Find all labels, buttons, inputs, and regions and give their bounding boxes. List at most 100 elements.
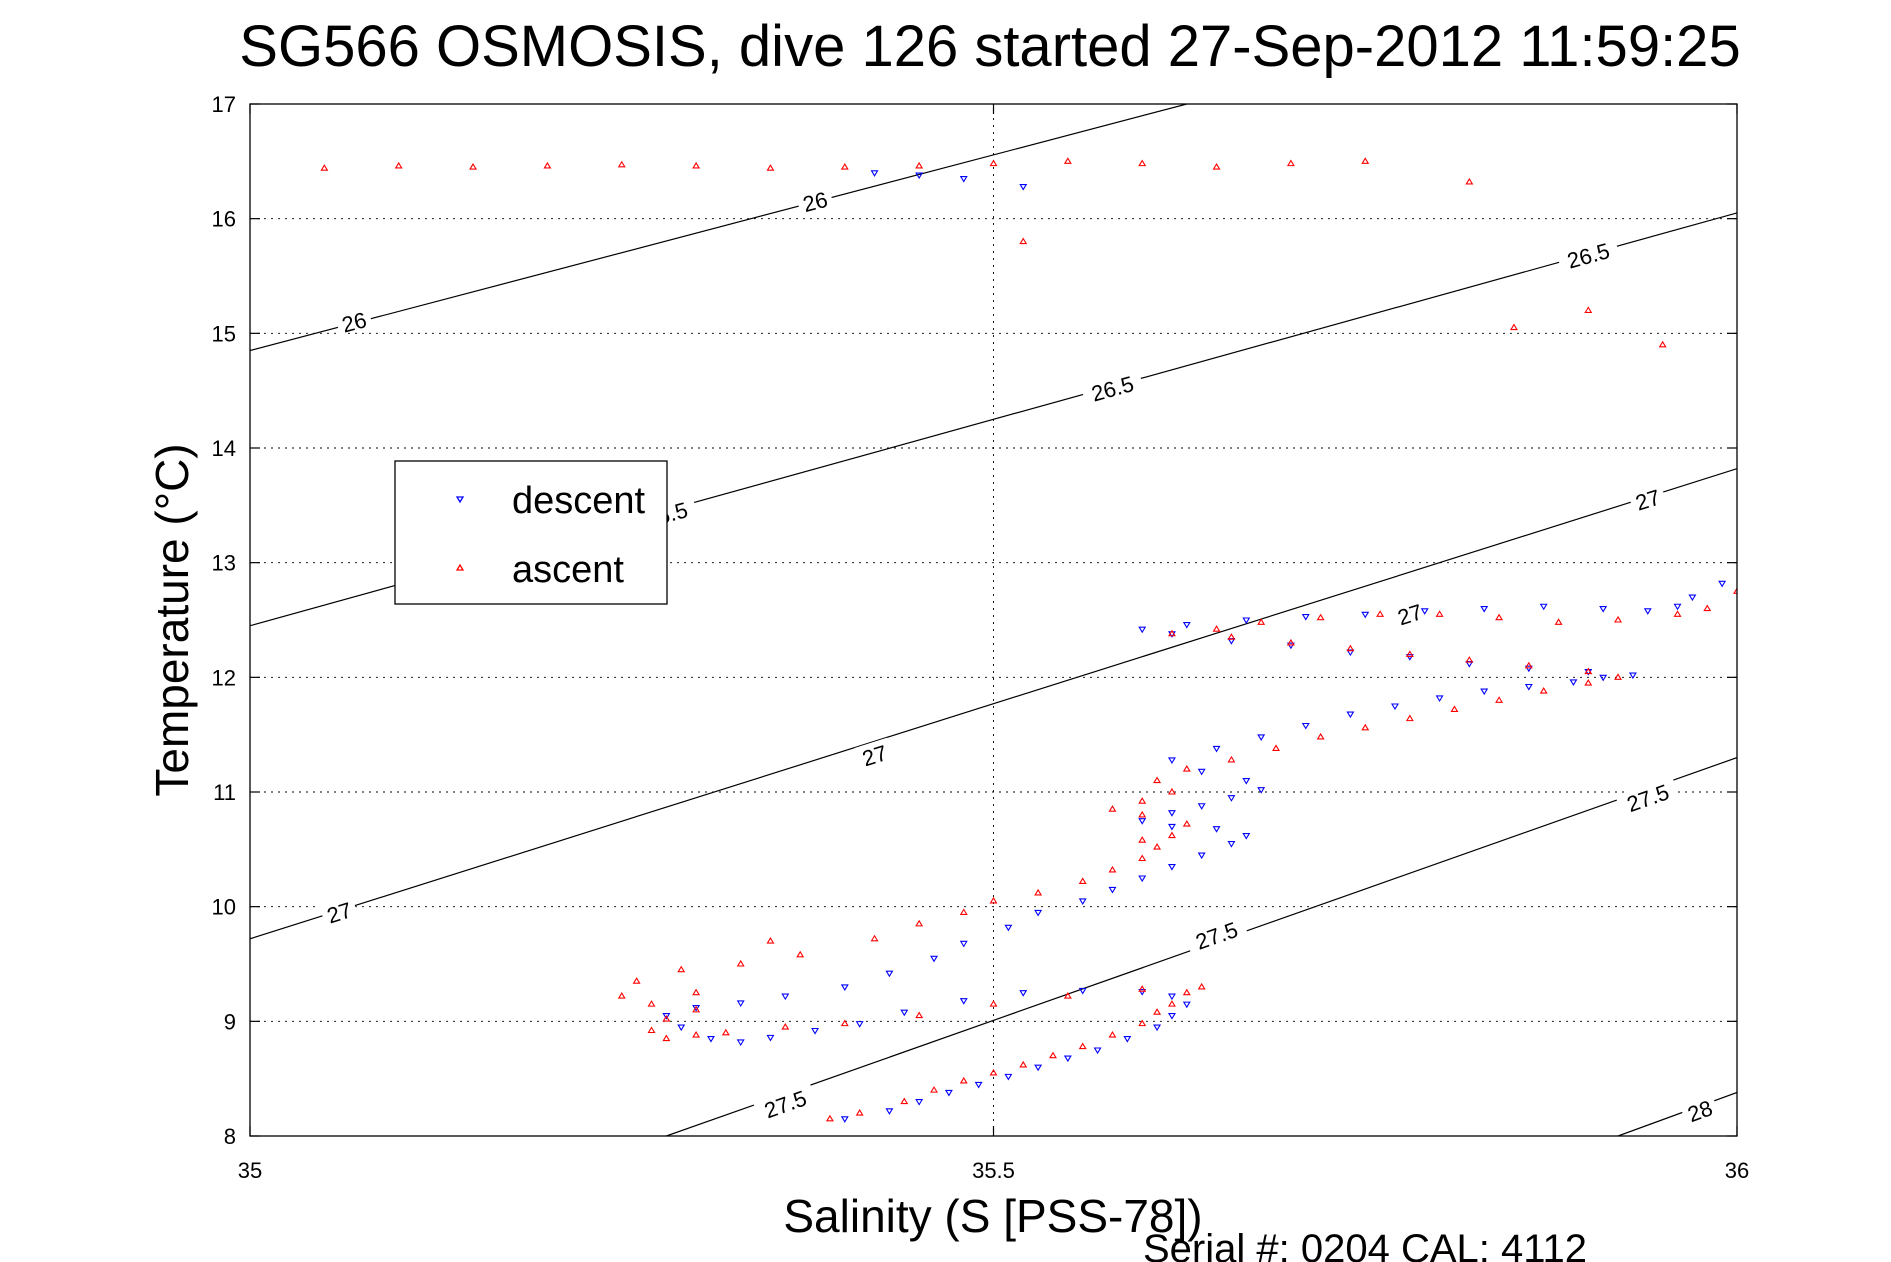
- descent-point: [706, 1035, 715, 1043]
- descent-point: [1465, 661, 1474, 668]
- ascent-point: [1286, 159, 1295, 167]
- ascent-point: [736, 959, 745, 967]
- descent-point: [1034, 1064, 1043, 1072]
- ascent-point: [1361, 157, 1370, 164]
- ascent-point: [1034, 888, 1043, 896]
- descent-point: [1301, 722, 1310, 730]
- contour-label-bg: [1555, 234, 1620, 273]
- descent-point: [959, 940, 968, 948]
- y-tick-label: 13: [212, 551, 236, 576]
- y-tick-label: 9: [224, 1009, 236, 1034]
- descent-point: [1301, 614, 1310, 621]
- grid-lines: [250, 104, 1737, 1136]
- ascent-point: [1167, 629, 1176, 637]
- x-axis-label: Salinity (S [PSS-78]): [783, 1190, 1202, 1242]
- ascent-point: [1227, 633, 1236, 640]
- ascent-point: [721, 1028, 730, 1036]
- y-tick-label: 10: [212, 895, 236, 920]
- ascent-point: [870, 934, 879, 942]
- ascent-point: [840, 1019, 849, 1027]
- ascent-point: [1138, 985, 1147, 992]
- descent-point: [1599, 674, 1608, 682]
- x-tick-label: 35.5: [972, 1158, 1015, 1183]
- ascent-point: [1167, 831, 1176, 839]
- descent-point: [1093, 1047, 1102, 1055]
- ascent-point: [915, 919, 924, 927]
- descent-point: [1182, 1001, 1191, 1009]
- ascent-point: [1063, 157, 1072, 164]
- descent-point: [1286, 642, 1295, 650]
- ascent-point: [1524, 661, 1533, 669]
- ascent-point: [1823, 560, 1829, 565]
- ascent-point: [1703, 604, 1712, 612]
- ascent-point: [1153, 1008, 1162, 1015]
- descent-point: [1123, 1035, 1132, 1043]
- contour-label-bg: [1615, 775, 1680, 817]
- descent-point: [1346, 711, 1355, 719]
- descent-point: [944, 1089, 953, 1097]
- descent-point: [885, 970, 894, 978]
- descent-point: [1838, 547, 1844, 552]
- descent-point: [1435, 695, 1444, 703]
- descent-point: [1524, 683, 1533, 691]
- descent-point: [1599, 605, 1608, 613]
- descent-point: [1182, 622, 1191, 629]
- contour-label-bg: [1183, 913, 1248, 954]
- descent-point: [1167, 757, 1176, 764]
- descent-point: [1138, 626, 1147, 634]
- descent-point: [1257, 787, 1266, 794]
- descent-point: [840, 984, 849, 992]
- descent-point: [781, 993, 790, 1001]
- descent-point: [1673, 603, 1682, 611]
- contour-label-bg: [854, 737, 894, 770]
- x-tick-labels: 35 35.5 36: [238, 1158, 1749, 1183]
- descent-point: [959, 998, 968, 1005]
- legend-label-descent: descent: [512, 480, 646, 522]
- descent-point: [1034, 909, 1043, 917]
- ascent-point: [1883, 353, 1889, 358]
- ascent-point: [1212, 625, 1221, 632]
- ascent-point: [1808, 348, 1814, 353]
- ascent-point: [1138, 836, 1147, 843]
- contour-line-28: [1617, 1091, 1737, 1136]
- ascent-point: [1316, 732, 1325, 740]
- ascent-point: [1584, 678, 1593, 686]
- ascent-point: [989, 1068, 998, 1076]
- descent-point: [1227, 795, 1236, 802]
- descent-point: [1405, 654, 1414, 661]
- ascent-point: [1509, 323, 1518, 331]
- ascent-point: [781, 1022, 790, 1030]
- descent-point: [840, 1116, 849, 1123]
- ascent-point: [900, 1097, 909, 1105]
- descent-point: [1078, 898, 1087, 906]
- ascent-point: [1733, 587, 1737, 594]
- ascent-point: [1465, 177, 1474, 185]
- legend: descent ascent: [394, 460, 668, 605]
- ascent-point: [1465, 656, 1474, 663]
- ascent-point: [825, 1114, 834, 1122]
- ascent-point: [1614, 615, 1623, 623]
- ascent-point: [1138, 797, 1147, 804]
- ascent-point: [647, 1000, 656, 1007]
- ascent-point: [1539, 687, 1548, 694]
- descent-point: [1197, 803, 1206, 810]
- ascent-point: [1554, 618, 1563, 625]
- ascent-point: [1078, 877, 1087, 884]
- descent-point: [1480, 688, 1489, 696]
- descent-point: [1197, 768, 1206, 776]
- descent-point: [692, 1005, 701, 1012]
- ascent-point: [632, 977, 641, 984]
- descent-point: [1242, 833, 1251, 840]
- ascent-point: [855, 1108, 864, 1116]
- descent-point: [1197, 852, 1206, 860]
- ascent-point: [1405, 650, 1414, 657]
- ascent-point: [1868, 548, 1874, 553]
- descent-point: [885, 1108, 894, 1115]
- chart-title: SG566 OSMOSIS, dive 126 started 27-Sep-2…: [239, 14, 1740, 79]
- ascent-point: [959, 1076, 968, 1084]
- descent-point: [1167, 863, 1176, 871]
- contour-label-bg: [1080, 367, 1144, 406]
- data-points: [320, 157, 1889, 1123]
- ascent-point: [647, 1026, 656, 1034]
